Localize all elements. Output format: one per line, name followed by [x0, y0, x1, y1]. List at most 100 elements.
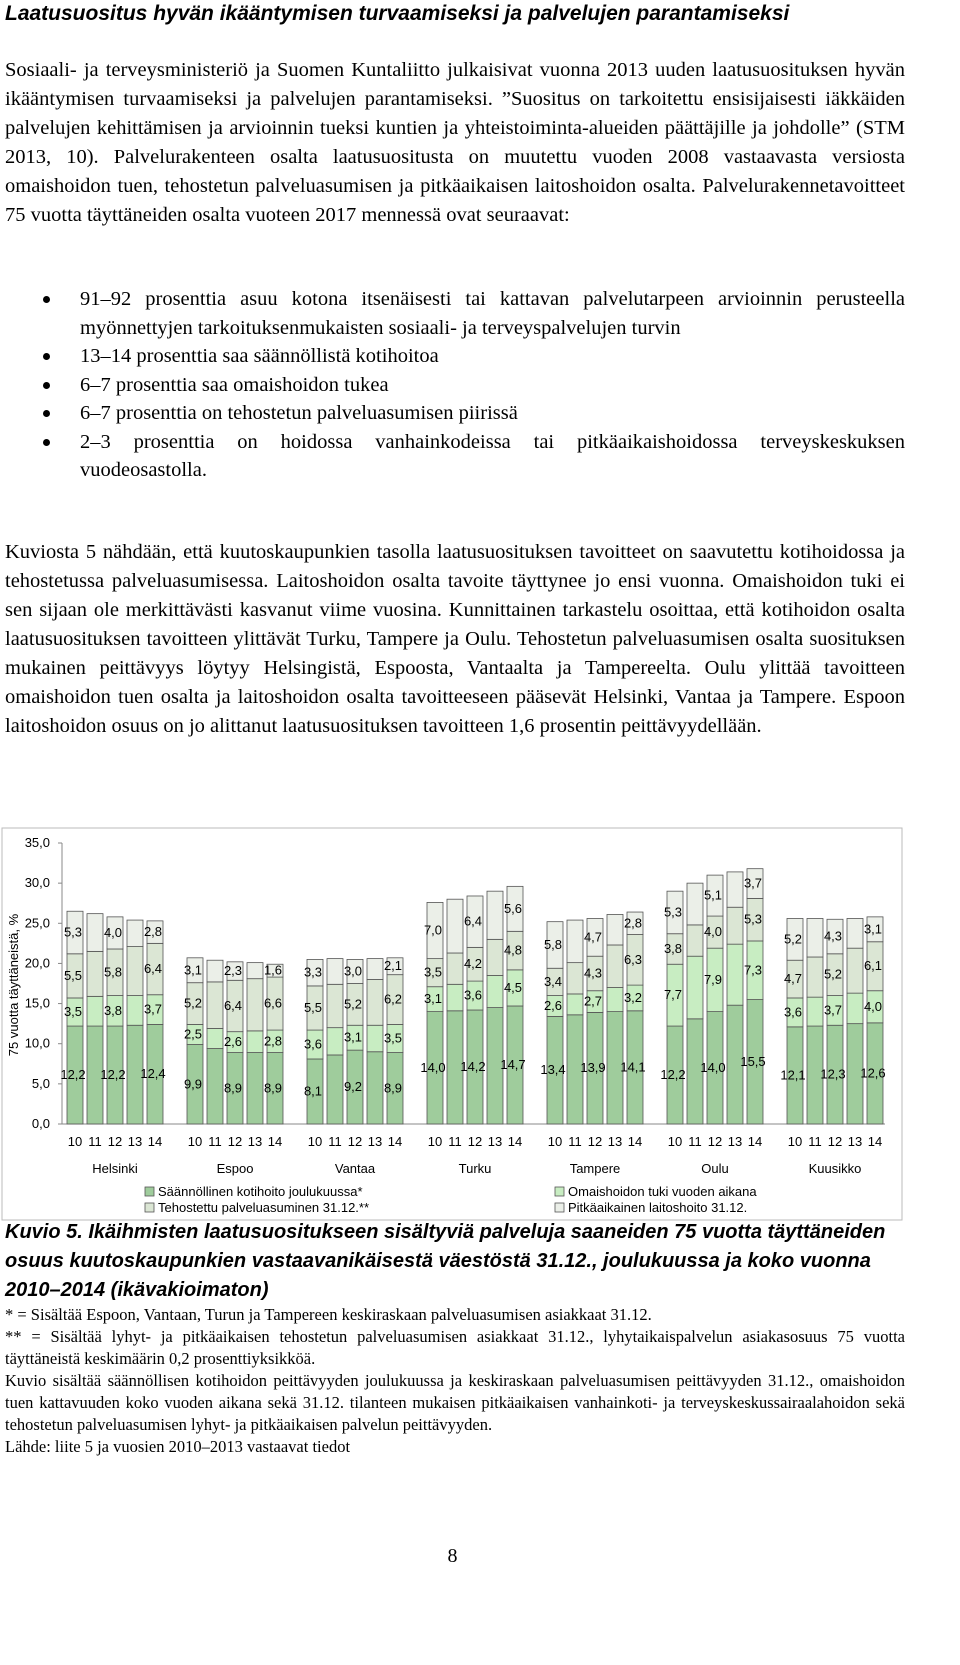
bar-segment — [246, 978, 264, 1032]
bar-segment — [326, 983, 344, 1029]
data-label: 5,3 — [744, 912, 762, 927]
x-tick-label: 13 — [488, 1134, 502, 1149]
bar-segment — [686, 882, 704, 926]
bar-segment — [366, 958, 384, 980]
bar-segment — [786, 918, 804, 961]
bar-segment — [366, 979, 384, 1026]
bar-segment — [446, 898, 464, 954]
data-label: 14,2 — [460, 1059, 485, 1074]
data-label: 4,7 — [584, 929, 602, 944]
y-tick-label: 20,0 — [25, 955, 50, 970]
x-tick-label: 13 — [368, 1134, 382, 1149]
data-label: 3,6 — [464, 988, 482, 1003]
bar-segment — [626, 911, 644, 935]
bar-segment — [606, 944, 624, 988]
data-label: 3,7 — [144, 1002, 162, 1017]
x-tick-label: 13 — [128, 1134, 142, 1149]
x-tick-label: 10 — [668, 1134, 682, 1149]
y-tick-label: 30,0 — [25, 875, 50, 890]
bar-segment — [86, 913, 104, 952]
x-tick-label: 11 — [688, 1134, 702, 1149]
chart-frame — [1, 827, 903, 1221]
legend-label: Omaishoidon tuki vuoden aikana — [568, 1184, 757, 1199]
bar-segment — [86, 995, 104, 1027]
x-tick-label: 14 — [748, 1134, 762, 1149]
data-label: 5,5 — [304, 1000, 322, 1015]
data-label: 7,3 — [744, 962, 762, 977]
x-tick-label: 12 — [828, 1134, 842, 1149]
x-tick-label: 11 — [88, 1134, 102, 1149]
x-tick-label: 11 — [808, 1134, 822, 1149]
bar-segment — [206, 1048, 224, 1125]
bar-segment — [246, 1030, 264, 1053]
data-label: 3,5 — [424, 965, 442, 980]
x-tick-label: 13 — [728, 1134, 742, 1149]
bar-segment — [206, 959, 224, 983]
bar-segment — [566, 993, 584, 1016]
data-label: 3,1 — [864, 921, 882, 936]
data-label: 6,3 — [624, 952, 642, 967]
data-label: 12,2 — [660, 1067, 685, 1082]
legend-label: Pitkäaikainen laitoshoito 31.12. — [568, 1200, 747, 1215]
x-tick-label: 14 — [148, 1134, 162, 1149]
bar-segment — [806, 956, 824, 998]
x-tick-label: 14 — [268, 1134, 282, 1149]
bar-segment — [326, 958, 344, 985]
bar-segment — [846, 947, 864, 994]
notes: * = Sisältää Espoon, Vantaan, Turun ja T… — [5, 1304, 905, 1458]
bar-segment — [726, 871, 744, 908]
note: ** = Sisältää lyhyt- ja pitkäaikaisen te… — [5, 1327, 905, 1368]
data-label: 9,9 — [184, 1076, 202, 1091]
x-tick-label: 12 — [348, 1134, 362, 1149]
figure-caption: Kuvio 5. Ikäihmisten laatusuositukseen s… — [5, 1221, 886, 1301]
data-label: 4,2 — [464, 956, 482, 971]
data-label: 3,1 — [424, 991, 442, 1006]
data-label: 6,4 — [144, 961, 162, 976]
data-label: 3,2 — [624, 990, 642, 1005]
x-tick-label: 10 — [548, 1134, 562, 1149]
data-label: 12,2 — [100, 1067, 125, 1082]
data-label: 7,9 — [704, 972, 722, 987]
data-label: 2,6 — [544, 998, 562, 1013]
data-label: 5,2 — [824, 967, 842, 982]
data-label: 6,4 — [464, 914, 482, 929]
data-label: 2,8 — [624, 915, 642, 930]
bar-segment — [486, 938, 504, 976]
y-tick-label: 15,0 — [25, 996, 50, 1011]
bar-segment — [146, 920, 164, 944]
bar-segment — [866, 916, 884, 943]
data-label: 8,1 — [304, 1083, 322, 1098]
bar-segment — [246, 962, 264, 980]
data-label: 6,2 — [384, 992, 402, 1007]
data-label: 13,9 — [580, 1060, 605, 1075]
note: Kuvio sisältää säännöllisen kotihoidon p… — [5, 1371, 905, 1434]
group-label: Oulu — [701, 1161, 728, 1176]
bar-segment — [566, 962, 584, 995]
chart: 75 vuotta täyttäneistä, % 0,0 5,0 10,0 15,0… — [1, 827, 903, 1221]
data-label: 2,1 — [384, 958, 402, 973]
bar-segment — [506, 885, 524, 932]
data-label: 7,7 — [664, 987, 682, 1002]
x-tick-label: 10 — [308, 1134, 322, 1149]
data-label: 4,8 — [504, 943, 522, 958]
y-tick-label: 5,0 — [32, 1076, 50, 1091]
x-tick-label: 10 — [428, 1134, 442, 1149]
group-label: Tampere — [570, 1161, 621, 1176]
x-tick-label: 11 — [208, 1134, 222, 1149]
data-label: 2,5 — [184, 1026, 202, 1041]
data-label: 3,6 — [304, 1037, 322, 1052]
bar-segment — [306, 959, 324, 987]
bar-segment — [486, 975, 504, 1008]
data-label: 3,1 — [184, 962, 202, 977]
bar-segment — [186, 957, 204, 984]
data-label: 5,3 — [64, 925, 82, 940]
x-tick-label: 12 — [468, 1134, 482, 1149]
data-label: 4,5 — [504, 980, 522, 995]
bar-segment — [206, 981, 224, 1029]
data-label: 9,2 — [344, 1079, 362, 1094]
bar-segment — [806, 996, 824, 1027]
bar-segment — [226, 961, 244, 981]
bar-segment — [326, 1054, 344, 1125]
data-label: 12,6 — [860, 1065, 885, 1080]
data-label: 12,4 — [140, 1066, 165, 1081]
